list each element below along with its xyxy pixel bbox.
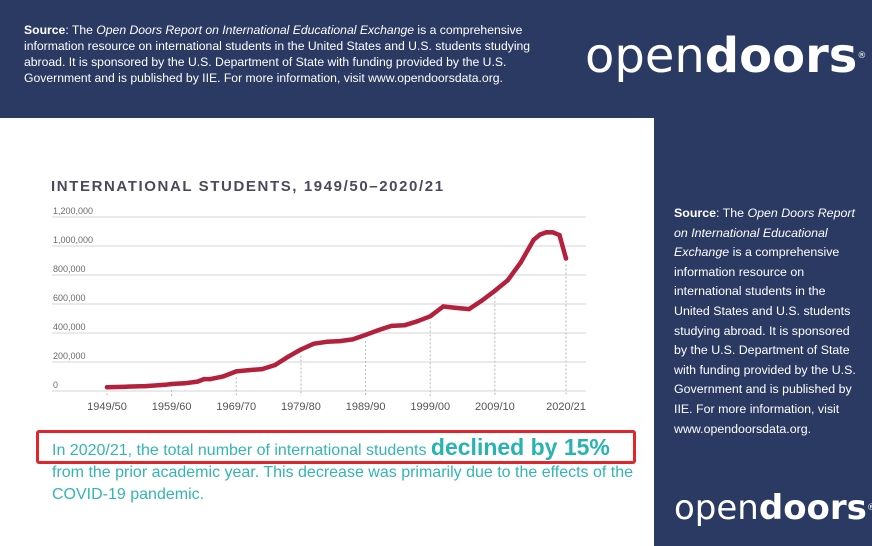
data-point bbox=[104, 385, 110, 390]
grid-lines bbox=[52, 216, 586, 392]
data-point bbox=[479, 298, 485, 303]
opendoors-logo: opendoors® bbox=[585, 26, 866, 86]
series-layer bbox=[104, 229, 569, 390]
data-point bbox=[324, 339, 330, 345]
data-point bbox=[311, 341, 317, 346]
banner-source-rest: is a comprehensive information resource … bbox=[24, 23, 531, 85]
data-point bbox=[285, 354, 291, 359]
data-point bbox=[557, 232, 562, 238]
data-point bbox=[201, 376, 207, 382]
side-panel: Source: The Open Doors Report on Interna… bbox=[654, 118, 872, 546]
data-point bbox=[337, 338, 342, 344]
series-line-0 bbox=[104, 229, 569, 390]
x-axis-ticks: 1949/50 1959/60 1969/70 1979/80 1989/90 1999/… bbox=[87, 401, 586, 413]
side-source-rest: is a comprehensive information resource … bbox=[674, 245, 856, 436]
data-point bbox=[402, 323, 407, 328]
banner-source-label: Source bbox=[24, 23, 66, 37]
logo-bold-part: doors bbox=[704, 28, 858, 84]
y-axis-ticks: 0 200,000 400,000 600,000 800,000 1,000,000 1,… bbox=[53, 206, 93, 390]
data-point bbox=[440, 304, 446, 309]
data-point bbox=[195, 379, 200, 384]
banner-source-prefix: : The bbox=[65, 23, 97, 37]
y-tick-label: 800,000 bbox=[53, 264, 86, 274]
x-tick-label: 2009/10 bbox=[475, 401, 515, 413]
side-logo-light-part: open bbox=[674, 488, 759, 528]
data-point bbox=[298, 347, 304, 352]
summary-before: In 2020/21, the total number of internat… bbox=[52, 442, 431, 459]
data-point bbox=[563, 256, 569, 261]
x-tick-label: 1989/90 bbox=[346, 401, 386, 413]
y-tick-label: 0 bbox=[53, 380, 58, 390]
data-point bbox=[389, 323, 394, 329]
data-point bbox=[466, 306, 472, 312]
x-tick-label: 2020/21 bbox=[546, 401, 586, 413]
y-tick-label: 1,000,000 bbox=[53, 235, 93, 245]
banner-source-text: Source: The Open Doors Report on Interna… bbox=[24, 22, 569, 86]
data-point bbox=[234, 369, 239, 374]
x-tick-label: 1979/80 bbox=[281, 401, 321, 413]
tick-drop-lines bbox=[106, 264, 567, 396]
logo-light-part: open bbox=[585, 28, 705, 84]
data-point bbox=[208, 376, 213, 382]
top-banner: Source: The Open Doors Report on Interna… bbox=[0, 0, 872, 118]
data-point bbox=[505, 278, 511, 283]
x-tick-label: 1969/70 bbox=[216, 401, 256, 413]
x-tick-label: 1999/00 bbox=[410, 401, 450, 413]
side-report-name: Open Doors Report on International Educa… bbox=[674, 206, 855, 260]
data-point bbox=[350, 337, 355, 342]
data-point bbox=[453, 305, 459, 311]
data-point bbox=[162, 382, 168, 387]
data-point bbox=[428, 314, 433, 319]
summary-text: In 2020/21, the total number of internat… bbox=[52, 436, 642, 506]
side-source-label: Source bbox=[674, 206, 717, 220]
banner-report-name: Open Doors Report on International Educa… bbox=[96, 23, 415, 37]
data-point bbox=[124, 384, 129, 389]
data-point bbox=[221, 374, 226, 379]
x-tick-label: 1959/60 bbox=[152, 401, 192, 413]
side-source-prefix: : The bbox=[716, 206, 748, 220]
data-point bbox=[259, 366, 265, 372]
data-point bbox=[537, 232, 543, 237]
side-opendoors-logo: opendoors® bbox=[674, 486, 872, 530]
data-point bbox=[169, 381, 174, 387]
data-point bbox=[550, 230, 556, 235]
highlight-box bbox=[36, 430, 636, 464]
data-point bbox=[272, 362, 278, 368]
data-point bbox=[531, 237, 536, 242]
data-point bbox=[544, 230, 549, 235]
x-tick-label: 1949/50 bbox=[87, 401, 127, 413]
data-point bbox=[247, 367, 252, 373]
data-point bbox=[376, 327, 381, 333]
y-tick-label: 400,000 bbox=[53, 322, 86, 332]
data-point bbox=[363, 332, 368, 338]
side-logo-bold-part: doors bbox=[758, 488, 867, 528]
side-source-text: Source: The Open Doors Report on Interna… bbox=[674, 204, 858, 439]
y-tick-label: 1,200,000 bbox=[53, 206, 93, 216]
y-tick-label: 600,000 bbox=[53, 293, 86, 303]
registered-mark: ® bbox=[857, 51, 867, 61]
data-point bbox=[492, 288, 498, 294]
summary-after: from the prior academic year. This decre… bbox=[52, 464, 634, 503]
chart-title: INTERNATIONAL STUDENTS, 1949/50–2020/21 bbox=[51, 178, 445, 195]
side-registered-mark: ® bbox=[866, 503, 872, 513]
data-point bbox=[518, 260, 523, 265]
data-point bbox=[415, 319, 420, 324]
international-students-chart: 0 200,000 400,000 600,000 800,000 1,000,000 1,… bbox=[52, 206, 586, 413]
summary-highlight: declined by 15% bbox=[430, 434, 610, 460]
y-tick-label: 200,000 bbox=[53, 351, 86, 361]
data-point bbox=[182, 381, 187, 386]
data-point bbox=[143, 383, 148, 389]
